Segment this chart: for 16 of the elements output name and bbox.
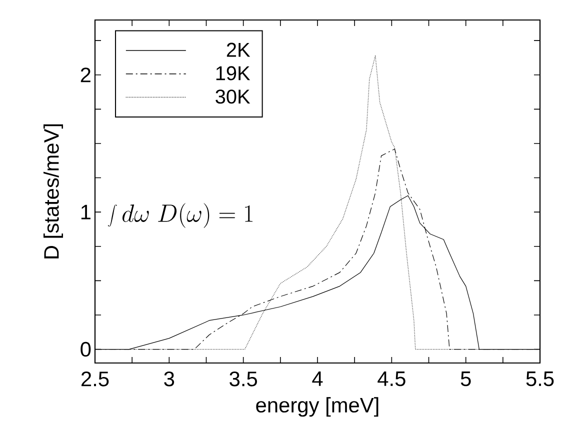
- x-axis-title: energy [meV]: [256, 397, 378, 417]
- x-tick-label: 4.5: [378, 372, 406, 386]
- legend-label: 2K: [226, 42, 250, 57]
- x-tick-label: 5: [460, 372, 471, 386]
- x-tick-label: 4: [312, 372, 323, 386]
- x-tick-label: 5.5: [526, 372, 554, 386]
- legend-label: 30K: [216, 90, 250, 104]
- y-axis-title: D [states/meV]: [44, 124, 64, 258]
- annotation: $\int d\omega\; D(\omega) = 1$: [108, 203, 252, 228]
- y-tick-label: 2: [80, 68, 90, 82]
- x-tick-label: 3: [164, 372, 174, 386]
- y-tick-label: 1: [81, 204, 90, 220]
- x-tick-label: 3.5: [230, 372, 257, 386]
- x-tick-label: 2.5: [82, 372, 109, 386]
- legend-label: 19K: [216, 66, 250, 80]
- y-tick-label: 0: [80, 342, 91, 357]
